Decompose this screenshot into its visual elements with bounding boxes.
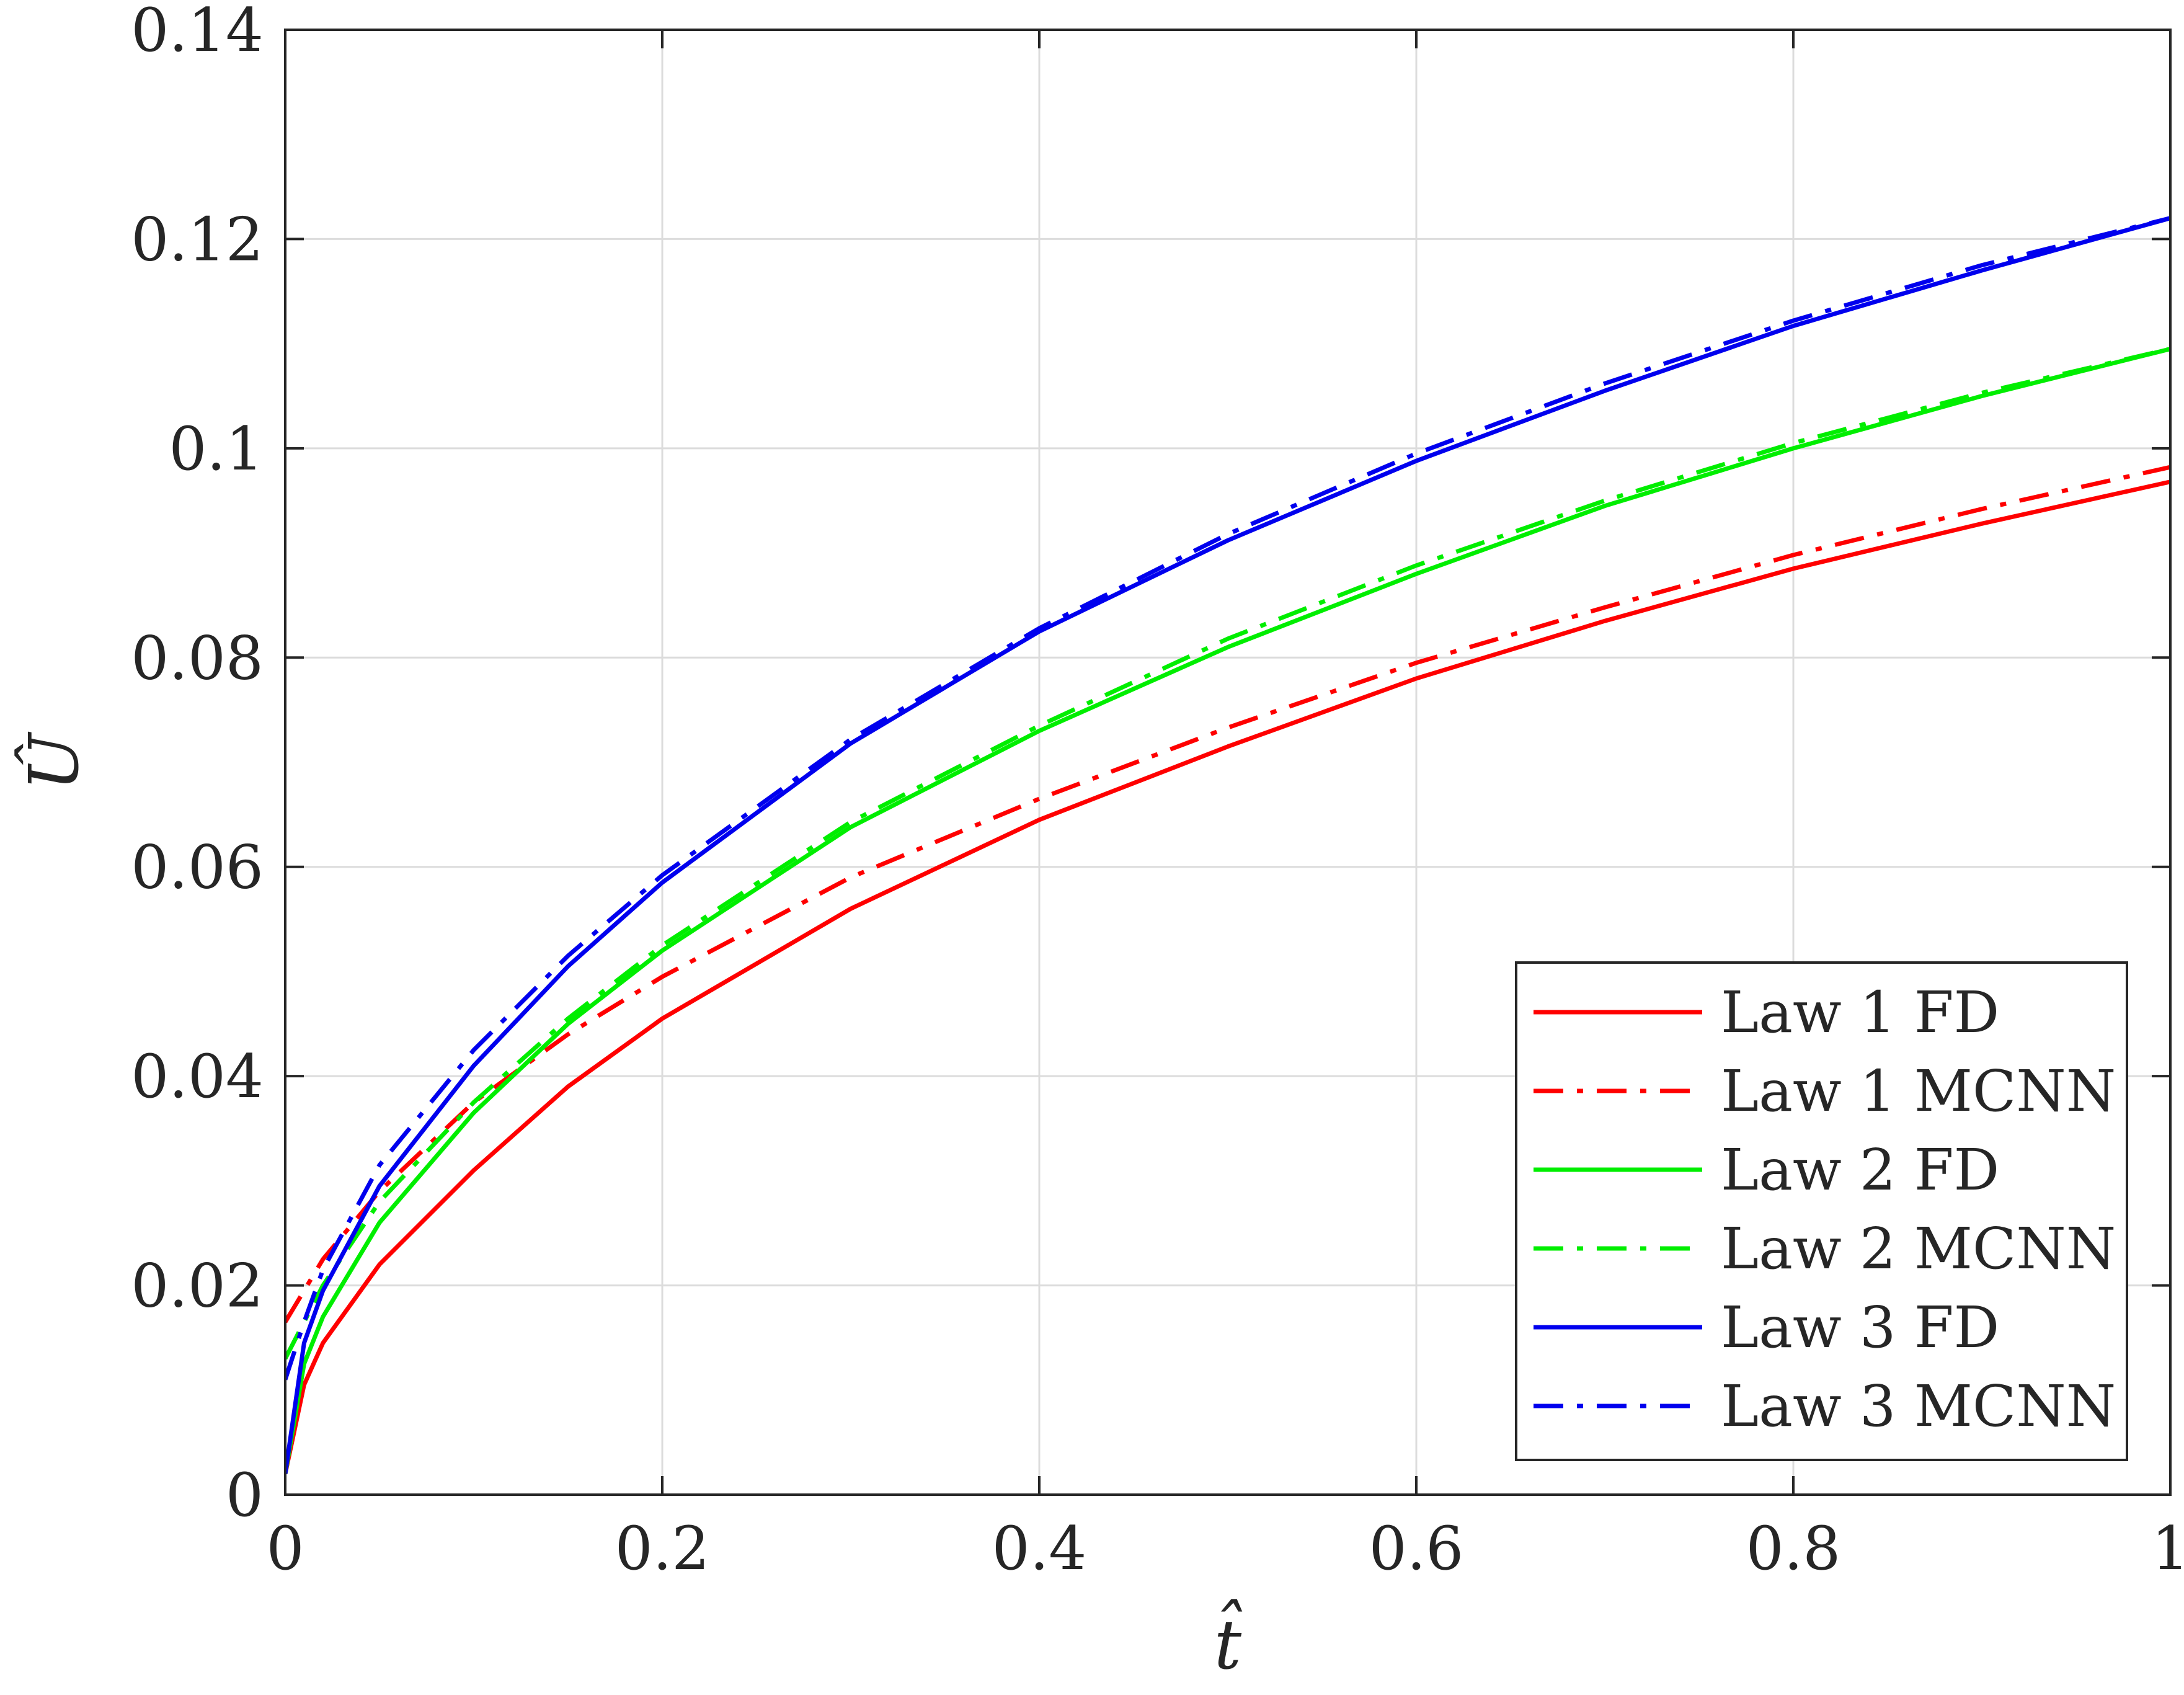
series-line-5 — [285, 216, 2170, 1474]
x-axis-label: t̂ — [1214, 1598, 1243, 1684]
ticks: 0 0.2 0.4 0.6 0.8 1 0 0.02 0.04 0.06 0.08 0.1 0.12 0.… — [131, 0, 2184, 1583]
legend: Law 1 FD Law 1 MCNN Law 2 FD Law 2 MCNN Law … — [1515, 961, 2128, 1461]
y-axis-label: Û — [14, 731, 94, 791]
y-tick-label: 0.02 — [131, 1252, 264, 1321]
y-tick-label: 0 — [226, 1461, 264, 1530]
x-tick-label: 0.2 — [615, 1514, 710, 1583]
axes-frame — [284, 29, 2172, 1496]
legend-box — [1515, 961, 2128, 1461]
legend-label: Law 2 MCNN — [1721, 1216, 2116, 1282]
x-tick-label: 0.8 — [1746, 1514, 1841, 1583]
x-tick-label: 0.6 — [1369, 1514, 1464, 1583]
series-line-1 — [285, 479, 2170, 1475]
y-tick-label: 0.14 — [131, 0, 264, 65]
legend-label: Law 1 MCNN — [1721, 1058, 2116, 1124]
x-tick-label: 0.4 — [992, 1514, 1087, 1583]
y-tick-label: 0.12 — [131, 205, 264, 274]
series-line-3 — [285, 347, 2170, 1474]
legend-label: Law 2 FD — [1721, 1137, 1999, 1203]
legend-label: Law 1 FD — [1721, 979, 1999, 1046]
x-tick-label: 0 — [266, 1514, 304, 1583]
y-tick-label: 0.08 — [131, 623, 264, 693]
series-line-6 — [285, 216, 2170, 1381]
series-layer — [285, 216, 2170, 1475]
y-tick-label: 0.04 — [131, 1042, 264, 1111]
legend-label: Law 3 FD — [1721, 1294, 1999, 1361]
series-line-2 — [285, 465, 2170, 1324]
y-tick-label: 0.06 — [131, 833, 264, 902]
legend-label: Law 3 MCNN — [1721, 1373, 2116, 1439]
x-tick-label: 1 — [2151, 1514, 2184, 1583]
y-tick-label: 0.1 — [169, 414, 264, 484]
